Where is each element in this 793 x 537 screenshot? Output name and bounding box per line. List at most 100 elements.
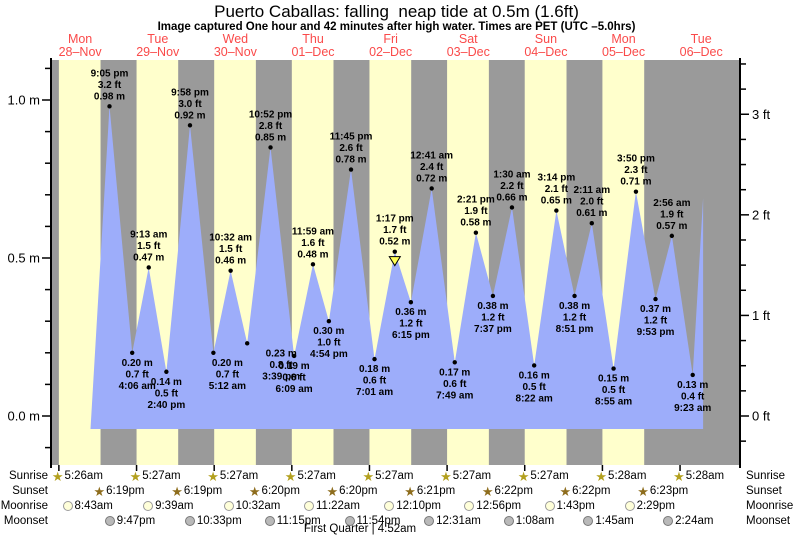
- sunrise-time: 5:27am: [219, 470, 259, 482]
- sunset-event: ★ 6:19pm: [94, 484, 145, 498]
- day-label: Fri: [383, 32, 398, 46]
- sunrise-event: ★ 5:27am: [285, 469, 336, 483]
- sunrise-time: 5:28am: [608, 470, 647, 482]
- day-date-label: 02–Dec: [369, 45, 412, 59]
- moonset-icon: [264, 516, 275, 526]
- tide-high-m-label: 0.47 m: [133, 252, 164, 263]
- tide-low-m-label: 0.37 m: [640, 304, 671, 315]
- page-title: Puerto Caballas: falling neap tide at 0.…: [214, 2, 579, 21]
- sunrise-event: ★ 5:27am: [363, 469, 414, 483]
- tide-point-dot: [611, 366, 616, 371]
- tide-high-time-label: 1:30 am: [493, 169, 530, 180]
- tide-point-dot: [408, 300, 414, 305]
- sunrise-event: ★ 5:27am: [130, 469, 181, 483]
- moonrise-icon: [223, 501, 234, 511]
- y-right-tick-label: 0 ft: [752, 409, 770, 424]
- sunrise-time: 5:27am: [452, 470, 492, 482]
- tide-high-time-label: 9:58 pm: [171, 87, 209, 98]
- tide-point-dot: [531, 363, 537, 368]
- tide-high-ft-label: 1.9 ft: [660, 209, 684, 220]
- day-label: Sat: [459, 32, 478, 46]
- moonset-event: 1:08am: [503, 514, 555, 528]
- sunrise-event: ★ 5:27am: [440, 469, 491, 483]
- sunset-icon: ★: [404, 483, 416, 499]
- y-left-tick-label: 0.5 m: [7, 251, 40, 266]
- tide-high-m-label: 0.57 m: [656, 221, 687, 232]
- moonrise-icon: [304, 501, 314, 511]
- moonrise-event: 12:56pm: [464, 499, 521, 513]
- moonset-time: 1:08am: [515, 515, 555, 527]
- day-date-label: 03–Dec: [447, 45, 490, 59]
- moonset-icon: [503, 516, 514, 526]
- tide-point-dot: [653, 296, 658, 302]
- day-label: Thu: [302, 32, 324, 46]
- tide-low-time-label: 6:15 pm: [392, 330, 430, 341]
- sunset-event: ★ 6:19pm: [171, 484, 222, 498]
- tide-high-ft-label: 1.7 ft: [383, 225, 407, 236]
- tide-high-m-label: 0.66 m: [496, 192, 527, 203]
- tide-high-ft-label: 2.8 ft: [259, 121, 283, 132]
- tide-high-m-label: 0.48 m: [297, 249, 328, 260]
- moonset-time: 11:54pm: [356, 515, 401, 527]
- sunset-time: 6:23pm: [649, 485, 689, 497]
- moonrise-time: 12:56pm: [476, 500, 522, 512]
- tide-low-ft-label: 0.7 ft: [126, 369, 150, 380]
- moonset-time: 1:45am: [595, 515, 634, 527]
- tide-point-dot: [572, 293, 577, 299]
- sunrise-event: ★ 5:26am: [52, 469, 103, 483]
- sunset-icon: ★: [248, 483, 261, 499]
- y-right-tick-label: 3 ft: [752, 107, 770, 122]
- sunset-event: ★ 6:22pm: [482, 484, 533, 498]
- tide-point-dot: [690, 372, 695, 378]
- tide-low-ft-label: 0.4 ft: [681, 391, 705, 402]
- tide-low-m-label: 0.30 m: [313, 326, 344, 337]
- sunset-icon: ★: [326, 483, 339, 499]
- tide-low-m-label: 0.13 m: [677, 380, 708, 391]
- sunset-icon: ★: [481, 483, 494, 499]
- sunset-time: 6:20pm: [261, 485, 300, 497]
- moonset-time: 2:24am: [675, 515, 714, 527]
- sunrise-icon: ★: [440, 468, 452, 484]
- tide-point-dot: [452, 360, 457, 365]
- sunrise-time: 5:27am: [297, 470, 336, 482]
- tide-high-time-label: 3:14 pm: [537, 173, 575, 184]
- y-left-tick-label: 0.0 m: [7, 409, 40, 424]
- tide-low-m-label: 0.36 m: [395, 307, 426, 318]
- sunset-icon: ★: [171, 483, 183, 499]
- sunset-event: ★ 6:23pm: [637, 484, 688, 498]
- moonset-time: 10:33pm: [196, 515, 242, 527]
- sunrise-icon: ★: [595, 468, 608, 484]
- tide-point-dot: [146, 265, 151, 270]
- sunset-event: ★ 6:21pm: [404, 484, 455, 498]
- tide-low-time-label: 8:55 am: [595, 397, 632, 408]
- tide-low-ft-label: 0.5 ft: [155, 388, 179, 399]
- moon-phase-note: First Quarter | 4:52am: [303, 523, 417, 535]
- moonrise-icon: [464, 501, 475, 511]
- tide-point-dot: [669, 233, 675, 239]
- tide-point-dot: [164, 369, 169, 374]
- moonrise-icon: [544, 501, 555, 511]
- tide-high-m-label: 0.98 m: [94, 91, 125, 102]
- sunset-icon: ★: [559, 483, 572, 499]
- sunset-event: ★ 6:20pm: [249, 484, 300, 498]
- tide-low-m-label: 0.18 m: [359, 364, 390, 375]
- day-label: Mon: [68, 32, 92, 46]
- tide-high-m-label: 0.72 m: [416, 173, 447, 184]
- tide-point-dot: [372, 356, 377, 362]
- tide-high-m-label: 0.46 m: [215, 256, 246, 267]
- tide-low-ft-label: 0.6 ft: [443, 379, 467, 390]
- moonrise-event: 11:22am: [304, 499, 360, 513]
- sunrise-icon: ★: [51, 468, 64, 484]
- current-tide-marker-icon: [388, 256, 402, 267]
- sunset-time: 6:22pm: [494, 485, 533, 497]
- tide-point-dot: [107, 104, 112, 109]
- tide-point-dot: [589, 221, 594, 226]
- sunrise-icon: ★: [362, 468, 375, 484]
- sunrise-icon: ★: [207, 468, 219, 484]
- tide-low-ft-label: 1.2 ft: [399, 319, 423, 330]
- tide-low-m-label: 0.16 m: [519, 370, 550, 381]
- moonset-time: 12:31am: [436, 515, 481, 527]
- tide-point-dot: [244, 341, 250, 346]
- tide-point-dot: [490, 293, 496, 299]
